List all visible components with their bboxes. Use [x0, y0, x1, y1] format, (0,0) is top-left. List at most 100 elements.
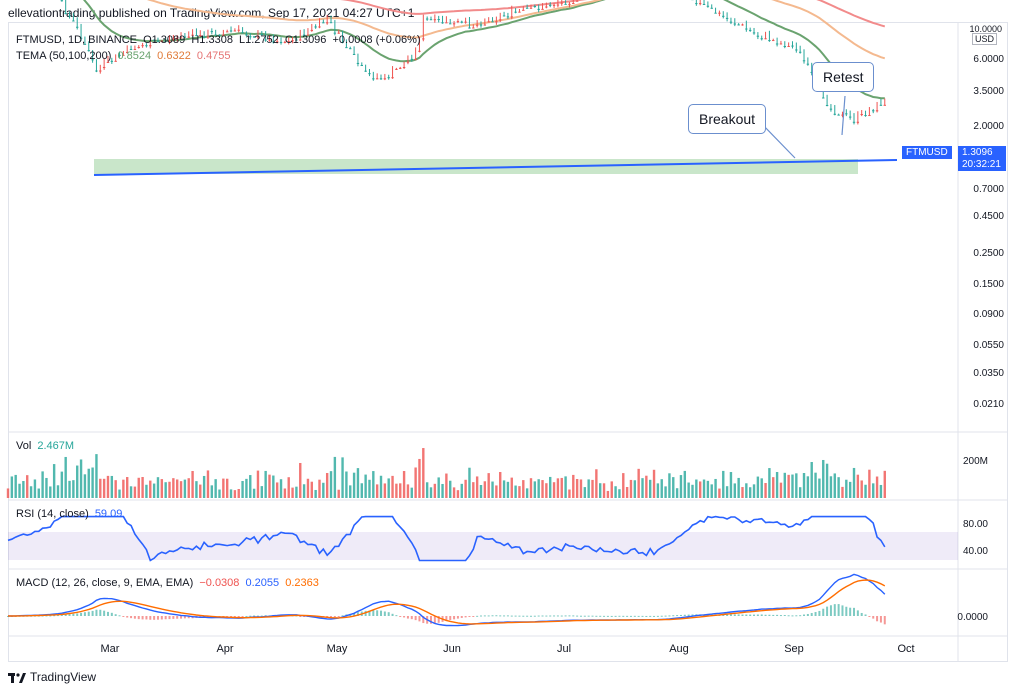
tradingview-brand[interactable]: TradingView: [8, 670, 96, 684]
macd-histogram-bar: [587, 615, 590, 617]
volume-bar: [583, 487, 587, 498]
breakout-annotation[interactable]: Breakout: [688, 104, 767, 134]
volume-bar: [710, 484, 713, 498]
retest-annotation[interactable]: Retest: [812, 62, 875, 92]
candle-body: [375, 78, 379, 80]
price-axis-label: 3.5000: [973, 86, 1004, 97]
macd-histogram-bar: [768, 614, 771, 616]
macd-histogram-bar: [687, 614, 690, 616]
candle-body: [425, 18, 429, 20]
macd-histogram-bar: [876, 616, 879, 622]
macd-histogram-bar: [772, 614, 775, 616]
time-label: Oct: [897, 643, 914, 655]
volume-bar: [822, 459, 825, 498]
resistance-zone[interactable]: [94, 159, 858, 174]
macd-histogram-bar: [391, 613, 394, 616]
macd-histogram-bar: [230, 616, 233, 617]
macd-histogram-bar: [91, 610, 94, 616]
macd-histogram-bar: [110, 612, 113, 616]
candle-body: [126, 52, 129, 54]
volume-bar: [602, 483, 606, 498]
volume-bar: [99, 478, 102, 498]
volume-bar: [622, 473, 625, 498]
macd-histogram-bar: [595, 615, 598, 617]
volume-bar: [745, 483, 748, 498]
volume-bar: [168, 481, 171, 498]
macd-histogram-bar: [603, 615, 606, 617]
volume-bar: [510, 477, 513, 498]
macd-histogram-bar: [626, 615, 629, 617]
volume-bar: [456, 490, 460, 498]
volume-bar: [95, 454, 98, 498]
rsi-axis-label: 80.00: [962, 519, 988, 530]
volume-bar: [837, 477, 840, 498]
tradingview-brand-label: TradingView: [30, 670, 97, 684]
candle-body: [229, 30, 233, 32]
tema-legend[interactable]: TEMA (50,100,200) 0.8524 0.6322 0.4755: [16, 50, 234, 62]
macd-histogram-bar: [387, 612, 390, 616]
volume-bar: [599, 483, 602, 498]
macd-histogram-bar: [568, 615, 571, 617]
candle-body: [460, 21, 463, 23]
candle-body: [306, 34, 310, 36]
volume-bar: [433, 483, 437, 498]
candle-body: [202, 36, 206, 38]
volume-bar: [779, 482, 783, 498]
volume-legend[interactable]: Vol 2.467M: [16, 440, 77, 452]
volume-bar: [202, 475, 206, 498]
candle-body: [295, 39, 298, 41]
time-label: Mar: [101, 643, 120, 655]
volume-bar: [518, 486, 521, 498]
macd-histogram-bar: [553, 615, 556, 617]
volume-bar: [775, 472, 779, 498]
macd-histogram-bar: [872, 616, 875, 619]
volume-bar: [372, 471, 375, 498]
volume-bar: [314, 489, 317, 498]
candle-body: [456, 21, 460, 23]
resistance-line[interactable]: [93, 159, 898, 176]
macd-legend[interactable]: MACD (12, 26, close, 9, EMA, EMA) −0.030…: [16, 577, 322, 589]
candle-body: [422, 38, 425, 40]
rsi-legend[interactable]: RSI (14, close) 59.09: [16, 508, 125, 520]
macd-histogram-bar: [145, 616, 148, 620]
candle-body: [829, 108, 833, 110]
volume-bar: [591, 479, 594, 498]
volume-bar: [141, 477, 144, 498]
volume-bar: [706, 480, 710, 498]
candle-body: [145, 45, 148, 47]
macd-histogram-bar: [841, 605, 844, 616]
volume-bar: [241, 481, 244, 498]
candle-body: [433, 19, 437, 21]
candle-body: [356, 62, 360, 64]
volume-bar: [364, 474, 367, 498]
candle-body: [141, 45, 144, 47]
macd-histogram-bar: [80, 612, 83, 616]
macd-histogram-bar: [868, 616, 871, 617]
candle-body: [437, 19, 440, 21]
macd-histogram-bar: [506, 615, 509, 617]
candle-body: [349, 48, 352, 50]
macd-signal-line: [8, 579, 886, 625]
candle-body: [137, 47, 140, 49]
macd-histogram-bar: [183, 616, 186, 619]
volume-bar: [152, 483, 156, 498]
time-label: Apr: [216, 643, 233, 655]
candle-body: [206, 36, 210, 38]
macd-histogram-bar: [414, 616, 417, 621]
macd-histogram-bar: [410, 616, 413, 620]
volume-bar: [49, 486, 52, 498]
tema-value-50: 0.8524: [117, 50, 152, 62]
macd-histogram-bar: [556, 615, 559, 617]
volume-bar: [452, 487, 456, 498]
volume-bar: [214, 479, 217, 498]
symbol-legend[interactable]: FTMUSD, 1D, BINANCE O1.3089 H1.3308 L1.2…: [16, 34, 424, 46]
macd-histogram-bar: [453, 616, 456, 620]
candle-body: [91, 59, 94, 61]
candle-body: [768, 40, 771, 42]
volume-bar: [199, 484, 202, 498]
candle-body: [764, 38, 767, 40]
volume-bar: [606, 490, 610, 498]
candle-body: [752, 32, 756, 34]
currency-label: USD: [972, 33, 998, 45]
